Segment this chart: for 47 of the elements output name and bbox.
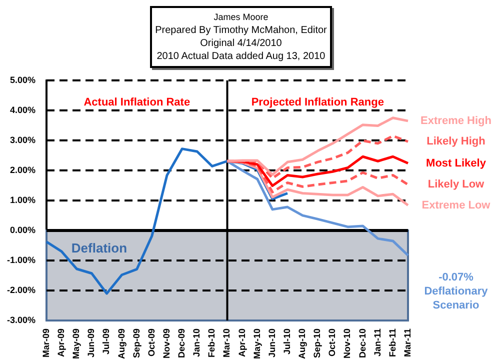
x-tick-label: Nov-10 bbox=[342, 328, 352, 358]
x-tick-label: Aug-10 bbox=[297, 328, 308, 359]
x-tick-label: May-09 bbox=[71, 328, 82, 359]
x-tick-label: May-10 bbox=[252, 328, 262, 359]
x-tick-label: Mar-10 bbox=[222, 328, 232, 358]
y-tick-label: -2.00% bbox=[6, 284, 36, 295]
text: -0.07% Deflationary Scenario bbox=[424, 271, 489, 312]
x-tick-label: Mar-09 bbox=[41, 328, 51, 358]
x-tick-label: Dec-09 bbox=[176, 328, 187, 358]
series-label: Extreme Low bbox=[422, 199, 491, 212]
y-tick-label: 1.00% bbox=[10, 194, 36, 205]
x-tick-label: Jun-09 bbox=[86, 328, 96, 358]
y-tick-label: -3.00% bbox=[6, 314, 36, 325]
x-tick-label: Jul-10 bbox=[282, 328, 292, 354]
y-tick-label: 3.00% bbox=[10, 134, 36, 145]
series-label: Likely High bbox=[426, 136, 486, 148]
y-tick-label: -1.00% bbox=[6, 254, 36, 265]
series-label: Most Likely bbox=[426, 157, 487, 170]
x-tick-label: Feb-10 bbox=[206, 328, 217, 358]
chart-subtitle: James Moore bbox=[212, 11, 270, 24]
y-tick-label: 2.00% bbox=[10, 164, 36, 175]
x-tick-label: Oct-10 bbox=[327, 328, 338, 356]
text: Original 4/14/2010 bbox=[199, 37, 283, 50]
x-tick-label: Sep-10 bbox=[312, 328, 322, 358]
text: 2010 Actual Data added Aug 13, 2010 bbox=[156, 50, 326, 63]
series-label: Likely Low bbox=[428, 178, 485, 191]
series-label: Extreme High bbox=[420, 114, 492, 127]
x-tick-label: Mar-11 bbox=[402, 328, 412, 358]
x-tick-label: Aug-09 bbox=[116, 328, 126, 359]
x-tick-label: Sep-09 bbox=[131, 328, 142, 358]
y-tick-label: 5.00% bbox=[10, 74, 36, 85]
x-tick-label: Jul-09 bbox=[101, 328, 112, 354]
annotation: Actual Inflation Rate bbox=[84, 96, 190, 108]
x-tick-label: Apr-09 bbox=[56, 328, 66, 357]
annotation: Projected Inflation Range bbox=[251, 96, 384, 108]
text: Prepared By Timothy McMahon, Editor bbox=[154, 24, 328, 37]
x-tick-label: Nov-09 bbox=[161, 328, 172, 358]
x-tick-label: Jan-10 bbox=[192, 328, 202, 358]
x-tick-label: Apr-10 bbox=[236, 328, 247, 357]
x-tick-label: Dec-10 bbox=[357, 328, 368, 358]
x-tick-label: Jan-11 bbox=[372, 328, 382, 357]
x-tick-label: Feb-11 bbox=[387, 328, 398, 357]
y-tick-label: 0.00% bbox=[10, 224, 36, 235]
x-tick-label: Oct-09 bbox=[146, 328, 156, 356]
x-tick-label: Jun-10 bbox=[266, 328, 277, 358]
y-tick-label: 4.00% bbox=[10, 104, 36, 115]
band-label: Deflation bbox=[71, 240, 128, 256]
